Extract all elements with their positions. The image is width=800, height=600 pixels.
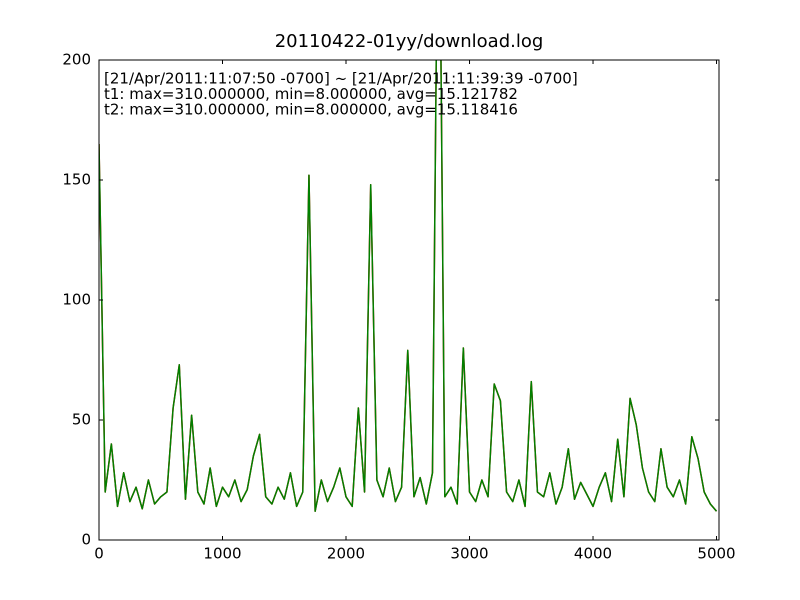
annotation: t1: max=310.000000, min=8.000000, avg=15…: [104, 85, 518, 103]
annotation: [21/Apr/2011:11:07:50 -0700] ~ [21/Apr/2…: [104, 70, 578, 88]
y-tick-label: 200: [62, 51, 91, 69]
y-tick-label: 150: [62, 171, 91, 189]
annotation: t2: max=310.000000, min=8.000000, avg=15…: [104, 101, 518, 119]
x-tick-label: 3000: [450, 545, 488, 563]
x-tick-label: 0: [94, 545, 104, 563]
series-line: [99, 60, 718, 512]
chart-title: 20110422-01yy/download.log: [275, 31, 544, 52]
x-tick-label: 5000: [697, 545, 735, 563]
plot-area: [99, 60, 718, 512]
y-tick-label: 50: [72, 411, 91, 429]
y-tick-label: 100: [62, 291, 91, 309]
y-tick-label: 0: [81, 531, 91, 549]
x-tick-label: 4000: [574, 545, 612, 563]
x-tick-label: 1000: [203, 545, 241, 563]
x-tick-label: 2000: [327, 545, 365, 563]
